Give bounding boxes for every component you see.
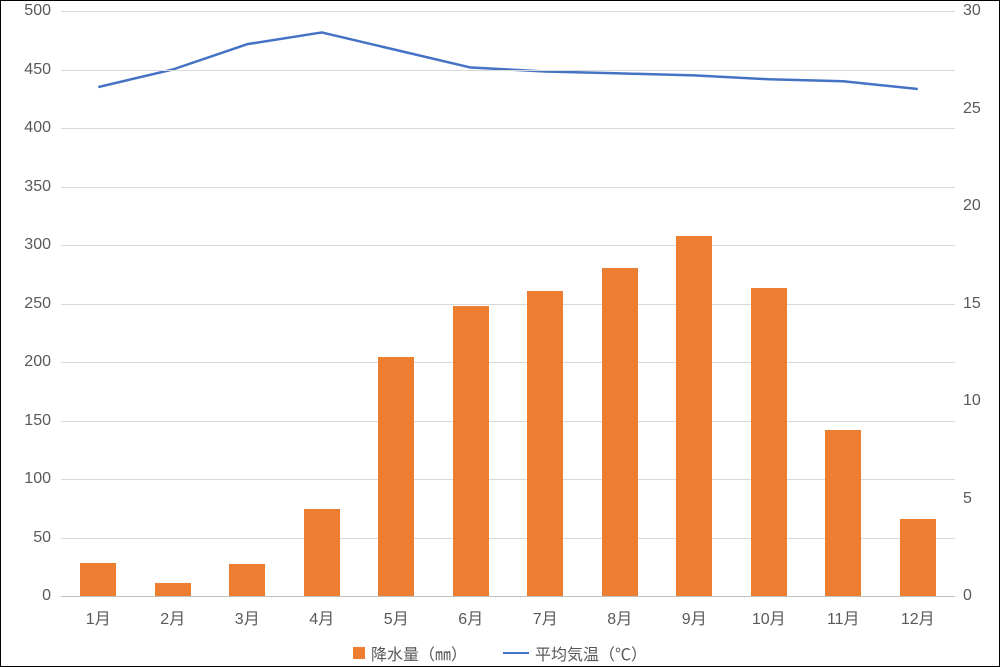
x-tick-label: 9月	[682, 605, 707, 629]
y-left-tick-label: 350	[24, 179, 51, 195]
x-tick-label: 3月	[235, 605, 260, 629]
x-tick-label: 12月	[901, 605, 935, 629]
gridline	[61, 596, 955, 597]
legend-item-bar: 降水量（㎜）	[353, 641, 467, 665]
plot-area	[61, 11, 955, 596]
x-tick-label: 1月	[86, 605, 111, 629]
legend: 降水量（㎜） 平均気温（℃）	[1, 641, 999, 665]
gridline	[61, 11, 955, 12]
legend-label-bar: 降水量（㎜）	[371, 641, 467, 665]
y-right-tick-label: 30	[963, 3, 981, 19]
bar	[602, 268, 638, 596]
gridline	[61, 187, 955, 188]
bar	[527, 291, 563, 596]
x-tick-label: 11月	[827, 605, 860, 629]
y-left-tick-label: 200	[24, 354, 51, 370]
legend-item-line: 平均気温（℃）	[503, 641, 647, 665]
gridline	[61, 421, 955, 422]
line-series-path	[98, 32, 918, 89]
legend-swatch-line	[503, 652, 529, 654]
bar	[378, 357, 414, 596]
gridline	[61, 304, 955, 305]
y-left-tick-label: 150	[24, 413, 51, 429]
y-right-tick-label: 20	[963, 198, 981, 214]
y-right-tick-label: 15	[963, 296, 981, 312]
gridline	[61, 362, 955, 363]
bar	[80, 563, 116, 596]
y-left-tick-label: 250	[24, 296, 51, 312]
y-left-tick-label: 500	[24, 3, 51, 19]
y-right-tick-label: 10	[963, 393, 981, 409]
y-left-tick-label: 300	[24, 237, 51, 253]
bar	[155, 583, 191, 596]
legend-label-line: 平均気温（℃）	[535, 641, 647, 665]
gridline	[61, 245, 955, 246]
y-left-tick-label: 100	[24, 471, 51, 487]
gridline	[61, 128, 955, 129]
y-left-tick-label: 0	[42, 588, 51, 604]
gridline	[61, 70, 955, 71]
gridline	[61, 538, 955, 539]
legend-swatch-bar	[353, 647, 365, 659]
x-tick-label: 4月	[309, 605, 334, 629]
bar	[751, 288, 787, 596]
x-tick-label: 6月	[458, 605, 483, 629]
x-tick-label: 5月	[384, 605, 409, 629]
x-tick-label: 2月	[160, 605, 185, 629]
bar	[900, 519, 936, 596]
x-tick-label: 7月	[533, 605, 558, 629]
y-right-tick-label: 5	[963, 491, 972, 507]
bar	[304, 509, 340, 596]
y-right-tick-label: 25	[963, 101, 981, 117]
gridline	[61, 479, 955, 480]
y-right-tick-label: 0	[963, 588, 972, 604]
chart-frame: 降水量（㎜） 平均気温（℃） 0501001502002503003504004…	[0, 0, 1000, 667]
bar	[453, 306, 489, 596]
x-tick-label: 8月	[607, 605, 632, 629]
y-left-tick-label: 450	[24, 62, 51, 78]
bar	[229, 564, 265, 596]
bar	[676, 236, 712, 596]
y-left-tick-label: 50	[33, 530, 51, 546]
y-left-tick-label: 400	[24, 120, 51, 136]
bar	[825, 430, 861, 596]
x-tick-label: 10月	[752, 605, 786, 629]
